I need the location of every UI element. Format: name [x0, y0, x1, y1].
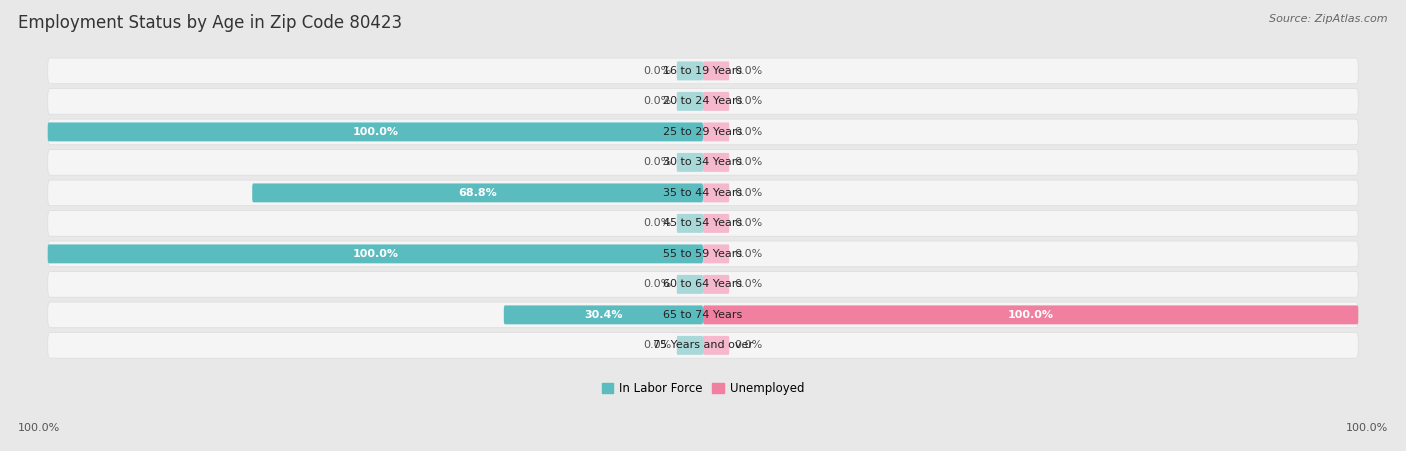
Text: 55 to 59 Years: 55 to 59 Years	[664, 249, 742, 259]
FancyBboxPatch shape	[48, 180, 1358, 206]
Text: 0.0%: 0.0%	[644, 218, 672, 228]
Text: 30 to 34 Years: 30 to 34 Years	[664, 157, 742, 167]
Text: Source: ZipAtlas.com: Source: ZipAtlas.com	[1270, 14, 1388, 23]
FancyBboxPatch shape	[48, 58, 1358, 84]
Text: 68.8%: 68.8%	[458, 188, 496, 198]
FancyBboxPatch shape	[48, 122, 703, 141]
FancyBboxPatch shape	[48, 332, 1358, 358]
Text: 0.0%: 0.0%	[644, 341, 672, 350]
FancyBboxPatch shape	[703, 153, 730, 172]
Text: 45 to 54 Years: 45 to 54 Years	[664, 218, 742, 228]
Text: 100.0%: 100.0%	[1008, 310, 1053, 320]
Text: 0.0%: 0.0%	[734, 66, 762, 76]
FancyBboxPatch shape	[252, 184, 703, 202]
Text: 0.0%: 0.0%	[644, 97, 672, 106]
Text: 16 to 19 Years: 16 to 19 Years	[664, 66, 742, 76]
FancyBboxPatch shape	[703, 214, 730, 233]
Text: 0.0%: 0.0%	[734, 127, 762, 137]
FancyBboxPatch shape	[503, 305, 703, 324]
FancyBboxPatch shape	[676, 92, 703, 111]
Text: 0.0%: 0.0%	[734, 188, 762, 198]
FancyBboxPatch shape	[703, 244, 730, 263]
FancyBboxPatch shape	[48, 119, 1358, 145]
Text: 100.0%: 100.0%	[353, 249, 398, 259]
Text: 0.0%: 0.0%	[734, 249, 762, 259]
Text: 0.0%: 0.0%	[734, 97, 762, 106]
Text: 0.0%: 0.0%	[644, 279, 672, 290]
Text: 100.0%: 100.0%	[353, 127, 398, 137]
Text: 35 to 44 Years: 35 to 44 Years	[664, 188, 742, 198]
FancyBboxPatch shape	[676, 336, 703, 355]
Text: 0.0%: 0.0%	[734, 218, 762, 228]
FancyBboxPatch shape	[48, 150, 1358, 175]
Legend: In Labor Force, Unemployed: In Labor Force, Unemployed	[598, 377, 808, 400]
FancyBboxPatch shape	[703, 184, 730, 202]
Text: 30.4%: 30.4%	[583, 310, 623, 320]
FancyBboxPatch shape	[48, 272, 1358, 297]
FancyBboxPatch shape	[676, 275, 703, 294]
Text: 65 to 74 Years: 65 to 74 Years	[664, 310, 742, 320]
Text: 60 to 64 Years: 60 to 64 Years	[664, 279, 742, 290]
FancyBboxPatch shape	[703, 336, 730, 355]
FancyBboxPatch shape	[48, 244, 703, 263]
FancyBboxPatch shape	[676, 214, 703, 233]
Text: 0.0%: 0.0%	[734, 279, 762, 290]
Text: 0.0%: 0.0%	[734, 157, 762, 167]
Text: Employment Status by Age in Zip Code 80423: Employment Status by Age in Zip Code 804…	[18, 14, 402, 32]
FancyBboxPatch shape	[48, 241, 1358, 267]
FancyBboxPatch shape	[703, 122, 730, 141]
FancyBboxPatch shape	[676, 153, 703, 172]
FancyBboxPatch shape	[703, 92, 730, 111]
FancyBboxPatch shape	[703, 275, 730, 294]
FancyBboxPatch shape	[48, 211, 1358, 236]
FancyBboxPatch shape	[703, 61, 730, 80]
FancyBboxPatch shape	[48, 88, 1358, 114]
FancyBboxPatch shape	[703, 305, 1358, 324]
FancyBboxPatch shape	[676, 61, 703, 80]
Text: 0.0%: 0.0%	[644, 157, 672, 167]
Text: 0.0%: 0.0%	[734, 341, 762, 350]
Text: 75 Years and over: 75 Years and over	[652, 341, 754, 350]
Text: 0.0%: 0.0%	[644, 66, 672, 76]
Text: 100.0%: 100.0%	[1346, 423, 1388, 433]
Text: 20 to 24 Years: 20 to 24 Years	[664, 97, 742, 106]
Text: 25 to 29 Years: 25 to 29 Years	[664, 127, 742, 137]
FancyBboxPatch shape	[48, 302, 1358, 328]
Text: 100.0%: 100.0%	[18, 423, 60, 433]
